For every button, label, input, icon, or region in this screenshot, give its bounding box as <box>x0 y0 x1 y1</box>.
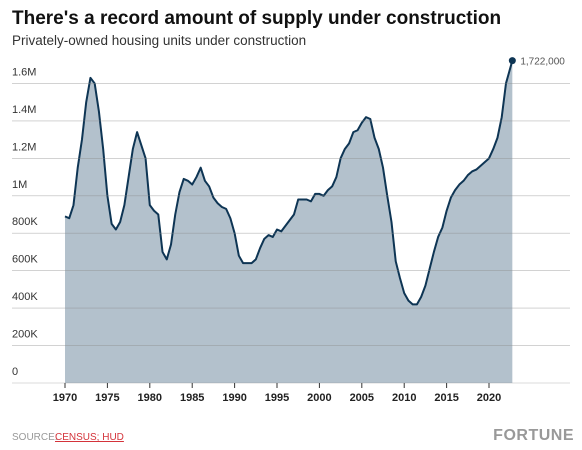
y-tick-label: 600K <box>12 254 38 266</box>
source-label: SOURCE: <box>12 432 58 443</box>
y-tick-label: 800K <box>12 216 38 228</box>
end-label: 1,722,000 <box>520 57 565 68</box>
x-tick-label: 2010 <box>392 392 416 404</box>
source-link[interactable]: CENSUS; HUD <box>55 432 124 443</box>
x-tick-label: 2000 <box>307 392 331 404</box>
y-tick-label: 1.4M <box>12 104 36 116</box>
x-tick-label: 2005 <box>350 392 374 404</box>
x-tick-label: 1990 <box>222 392 246 404</box>
x-tick-label: 1980 <box>138 392 162 404</box>
brand: FORTUNE <box>493 427 574 444</box>
x-tick-label: 1970 <box>53 392 77 404</box>
x-tick-label: 1995 <box>265 392 289 404</box>
y-tick-label: 1M <box>12 179 27 191</box>
end-point <box>508 57 516 65</box>
line <box>64 60 514 306</box>
chart-subtitle: Privately-owned housing units under cons… <box>12 33 306 48</box>
y-tick-label: 0 <box>12 366 18 378</box>
y-tick-label: 200K <box>12 329 38 341</box>
chart-title: There's a record amount of supply under … <box>12 8 501 29</box>
x-tick-label: 2015 <box>434 392 458 404</box>
x-tick-label: 1985 <box>180 392 204 404</box>
y-tick-label: 400K <box>12 291 38 303</box>
x-tick-label: 2020 <box>477 392 501 404</box>
y-tick-label: 1.2M <box>12 141 36 153</box>
x-tick-label: 1975 <box>95 392 119 404</box>
y-tick-label: 1.6M <box>12 66 36 78</box>
